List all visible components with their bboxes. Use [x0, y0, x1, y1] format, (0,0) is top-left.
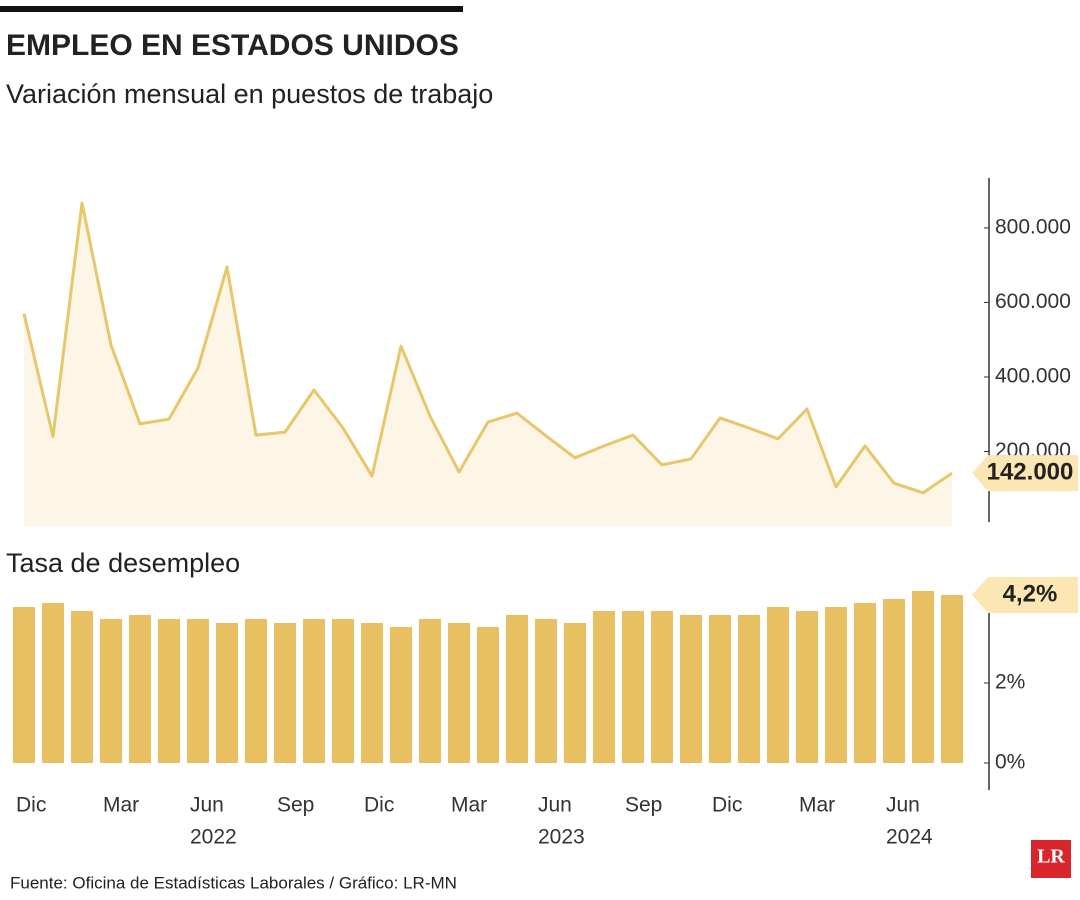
- x-tick-label: Jun: [190, 794, 224, 817]
- bar: [361, 623, 383, 763]
- bar: [100, 619, 122, 763]
- label-tag: [972, 577, 1078, 613]
- x-tick-label: Sep: [625, 794, 662, 817]
- bar: [738, 615, 760, 763]
- bar: [941, 595, 963, 763]
- x-year-label: 2024: [886, 826, 933, 849]
- x-tick-label: Dic: [364, 794, 394, 817]
- x-tick-label: Jun: [886, 794, 920, 817]
- bar: [593, 611, 615, 763]
- x-tick-label: Mar: [103, 794, 139, 817]
- bar: [535, 619, 557, 763]
- x-year-label: 2022: [190, 826, 237, 849]
- bar: [651, 611, 673, 763]
- bar: [274, 623, 296, 763]
- x-tick-label: Mar: [799, 794, 835, 817]
- logo: LR: [1037, 846, 1065, 868]
- y-tick-label: 800.000: [995, 215, 1071, 238]
- y-tick-label: 0%: [995, 751, 1025, 774]
- label-tag: [972, 455, 1078, 492]
- y-tick-label: 2%: [995, 671, 1025, 694]
- panel-title: Tasa de desempleo: [6, 548, 240, 578]
- x-year-label: 2023: [538, 826, 585, 849]
- value-label: 142.000: [987, 458, 1074, 485]
- bar: [332, 619, 354, 763]
- source: Fuente: Oficina de Estadísticas Laborale…: [10, 873, 457, 892]
- x-tick-label: Dic: [16, 794, 46, 817]
- bar: [303, 619, 325, 763]
- bar: [825, 607, 847, 763]
- bar: [245, 619, 267, 763]
- top-rule: [0, 6, 463, 12]
- bar: [912, 591, 934, 763]
- area: [24, 202, 952, 526]
- x-tick-label: Mar: [451, 794, 487, 817]
- bar: [71, 611, 93, 763]
- bar: [883, 599, 905, 763]
- x-tick-label: Sep: [277, 794, 314, 817]
- line: [22, 201, 953, 495]
- chart-title: EMPLEO EN ESTADOS UNIDOS: [6, 29, 459, 62]
- bar: [448, 623, 470, 763]
- y-tick-label: 400.000: [995, 365, 1071, 388]
- bar: [854, 603, 876, 763]
- x-tick-label: Dic: [712, 794, 742, 817]
- bar: [42, 603, 64, 763]
- bar: [506, 615, 528, 763]
- bar: [216, 623, 238, 763]
- bar: [680, 615, 702, 763]
- chart-subtitle: Variación mensual en puestos de trabajo: [6, 79, 493, 109]
- bar: [564, 623, 586, 763]
- bar: [390, 627, 412, 763]
- logo-box: [1031, 840, 1071, 878]
- bar: [158, 619, 180, 763]
- bar: [767, 607, 789, 763]
- bar: [796, 611, 818, 763]
- bar: [13, 607, 35, 763]
- bar: [709, 615, 731, 763]
- y-tick-label: 600.000: [995, 290, 1071, 313]
- bar: [419, 619, 441, 763]
- bar: [622, 611, 644, 763]
- bar: [477, 627, 499, 763]
- bar: [129, 615, 151, 763]
- bar: [187, 619, 209, 763]
- value-label: 4,2%: [1003, 580, 1058, 607]
- x-tick-label: Jun: [538, 794, 572, 817]
